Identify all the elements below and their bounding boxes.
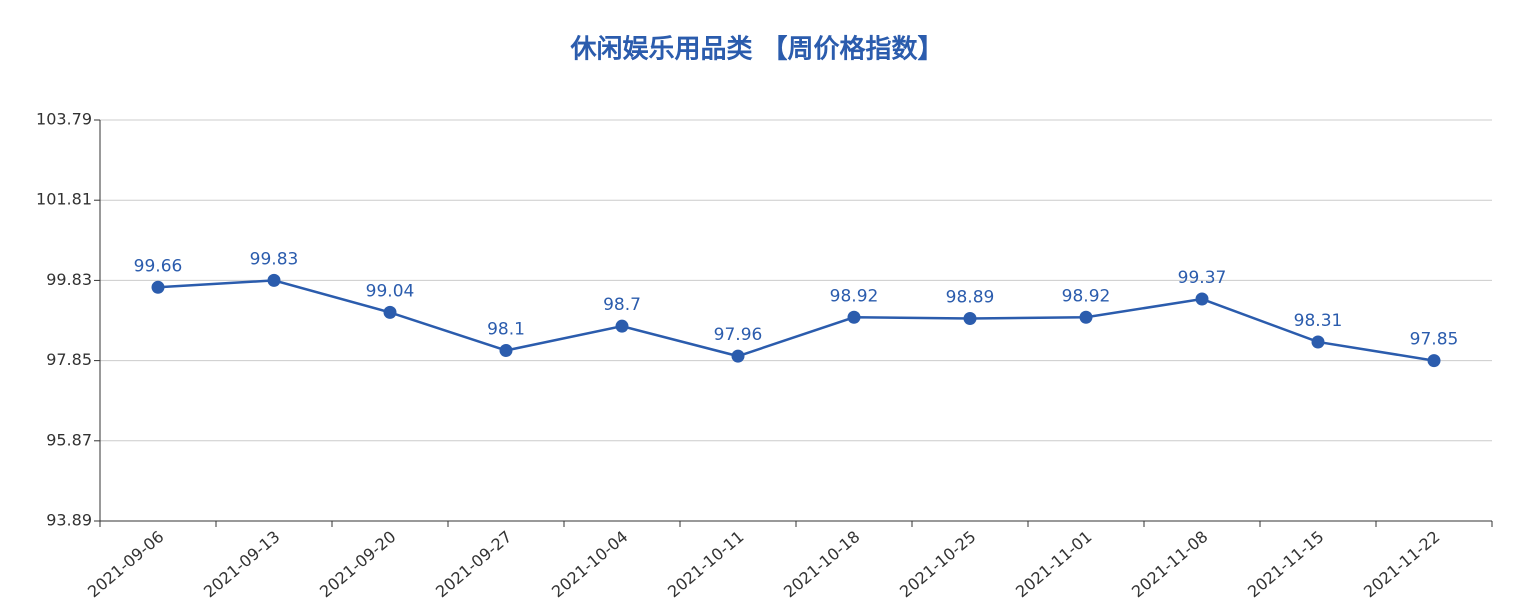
- x-tick-label: 2021-09-27: [432, 527, 515, 600]
- y-tick-label: 103.79: [36, 110, 92, 129]
- data-label: 98.92: [830, 286, 879, 306]
- point: [383, 305, 397, 319]
- point: [151, 280, 165, 294]
- x-tick-label: 2021-10-18: [780, 527, 863, 600]
- point: [1195, 292, 1209, 306]
- data-label: 98.31: [1294, 311, 1343, 331]
- x-tick-label: 2021-09-06: [84, 527, 167, 600]
- data-label: 97.96: [714, 325, 763, 345]
- line: [157, 279, 1435, 362]
- point: [1079, 310, 1093, 324]
- y-tick-label: 101.81: [36, 190, 92, 209]
- point: [731, 349, 745, 363]
- x-tick-label: 2021-09-13: [200, 527, 283, 600]
- data-label: 98.1: [487, 319, 525, 339]
- point: [1311, 335, 1325, 349]
- point: [499, 343, 513, 357]
- y-tick-label: 93.89: [46, 511, 92, 530]
- x-tick-label: 2021-11-22: [1360, 527, 1443, 600]
- x-tick-label: 2021-11-08: [1128, 527, 1211, 600]
- x-tick-label: 2021-09-20: [316, 527, 399, 600]
- data-label: 99.83: [250, 249, 299, 269]
- y-tick-label: 97.85: [46, 350, 92, 369]
- y-tick-label: 99.83: [46, 270, 92, 289]
- x-tick-label: 2021-11-01: [1012, 527, 1095, 600]
- x-tick-label: 2021-10-25: [896, 527, 979, 600]
- x-tick-label: 2021-10-04: [548, 527, 631, 600]
- data-label: 97.85: [1410, 330, 1459, 350]
- data-label: 99.37: [1178, 268, 1227, 288]
- data-label: 99.04: [366, 281, 415, 301]
- point: [615, 319, 629, 333]
- point: [1427, 354, 1441, 368]
- x-tick-label: 2021-11-15: [1244, 527, 1327, 600]
- y-tick-label: 95.87: [46, 430, 92, 449]
- chart-title: 休闲娱乐用品类 【周价格指数】: [569, 34, 943, 65]
- point: [847, 310, 861, 324]
- point: [963, 311, 977, 325]
- x-tick-label: 2021-10-11: [664, 527, 747, 600]
- point: [267, 273, 281, 287]
- data-label: 98.7: [603, 295, 641, 315]
- data-label: 98.92: [1062, 286, 1111, 306]
- data-label: 99.66: [134, 256, 183, 276]
- data-label: 98.89: [946, 287, 995, 307]
